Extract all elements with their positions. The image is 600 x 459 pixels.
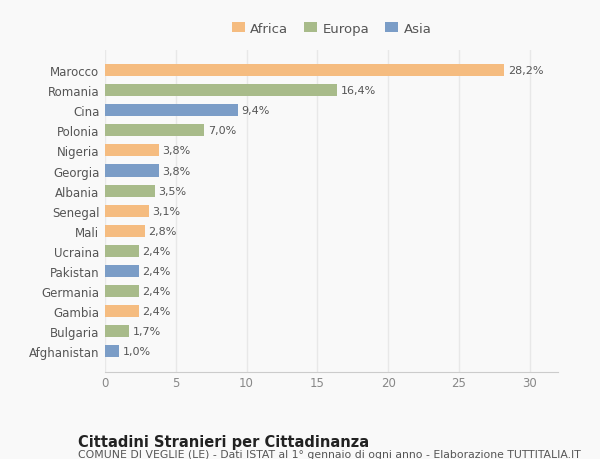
Text: 2,4%: 2,4% (143, 266, 171, 276)
Text: 3,1%: 3,1% (152, 206, 181, 216)
Text: 2,4%: 2,4% (143, 306, 171, 316)
Bar (105, 65, 504, 77)
Text: 3,8%: 3,8% (163, 166, 191, 176)
Bar (105, 345, 119, 357)
Bar (105, 105, 238, 117)
Bar (105, 185, 155, 197)
Text: 3,8%: 3,8% (163, 146, 191, 156)
Bar (105, 225, 145, 237)
Bar (105, 205, 149, 217)
Text: 1,0%: 1,0% (122, 346, 151, 356)
Text: 3,5%: 3,5% (158, 186, 186, 196)
Legend: Africa, Europa, Asia: Africa, Europa, Asia (227, 18, 436, 39)
Bar (105, 325, 129, 337)
Text: 7,0%: 7,0% (208, 126, 236, 136)
Text: 16,4%: 16,4% (341, 86, 376, 96)
Bar (105, 245, 139, 257)
Text: 9,4%: 9,4% (242, 106, 270, 116)
Bar (105, 265, 139, 277)
Text: Cittadini Stranieri per Cittadinanza: Cittadini Stranieri per Cittadinanza (78, 434, 369, 449)
Bar (105, 125, 204, 137)
Text: 2,8%: 2,8% (148, 226, 176, 236)
Bar (105, 285, 139, 297)
Bar (105, 145, 159, 157)
Bar (105, 305, 139, 317)
Text: COMUNE DI VEGLIE (LE) - Dati ISTAT al 1° gennaio di ogni anno - Elaborazione TUT: COMUNE DI VEGLIE (LE) - Dati ISTAT al 1°… (78, 449, 581, 459)
Text: 2,4%: 2,4% (143, 286, 171, 296)
Text: 2,4%: 2,4% (143, 246, 171, 256)
Text: 28,2%: 28,2% (508, 66, 543, 76)
Bar (105, 85, 337, 97)
Bar (105, 165, 159, 177)
Text: 1,7%: 1,7% (133, 326, 161, 336)
